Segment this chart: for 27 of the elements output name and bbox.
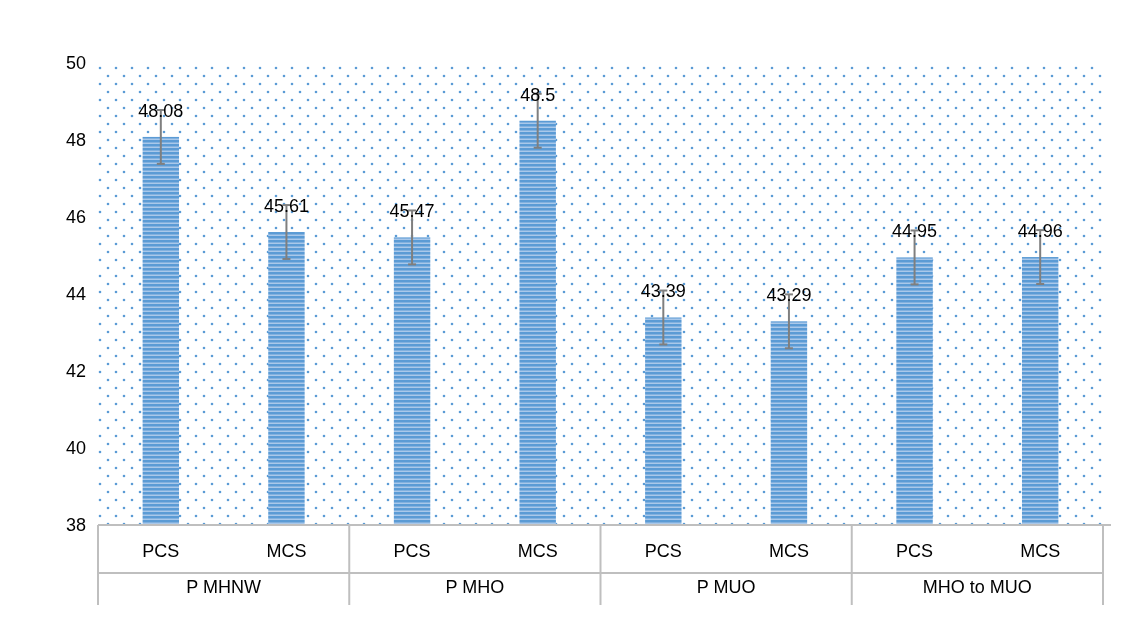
data-label: 43.39 xyxy=(640,281,686,302)
y-tick-label: 38 xyxy=(65,515,86,536)
x-tick-label: PCS xyxy=(896,541,934,561)
y-tick-label: 50 xyxy=(65,53,86,74)
text: P MUO xyxy=(696,577,756,597)
data-label: 44.96 xyxy=(1017,221,1063,242)
x-tick-label: MCS xyxy=(517,541,558,561)
x-tick-label: PCS xyxy=(393,541,431,561)
text: MHO to MUO xyxy=(922,577,1032,597)
y-tick-label: 42 xyxy=(65,361,86,382)
data-label: 48.5 xyxy=(520,84,556,105)
y-tick-label: 44 xyxy=(65,284,86,305)
x-tick-label: MCS xyxy=(768,541,809,561)
text: P MHO xyxy=(445,577,505,597)
x-tick-label: PCS xyxy=(142,541,180,561)
y-tick-label: 46 xyxy=(65,207,86,228)
x-tick-label: MCS xyxy=(266,541,307,561)
x-tick-label: MCS xyxy=(1020,541,1061,561)
data-label: 48.08 xyxy=(138,100,184,121)
data-label: 43.29 xyxy=(766,285,812,306)
data-label: 45.47 xyxy=(389,201,435,222)
data-label: 45.61 xyxy=(263,196,309,217)
x-tick-label: PCS xyxy=(644,541,682,561)
y-tick-label: 48 xyxy=(65,130,86,151)
data-label: 44.95 xyxy=(892,221,938,242)
text: P MHNW xyxy=(186,577,261,597)
y-tick-label: 40 xyxy=(65,438,86,459)
